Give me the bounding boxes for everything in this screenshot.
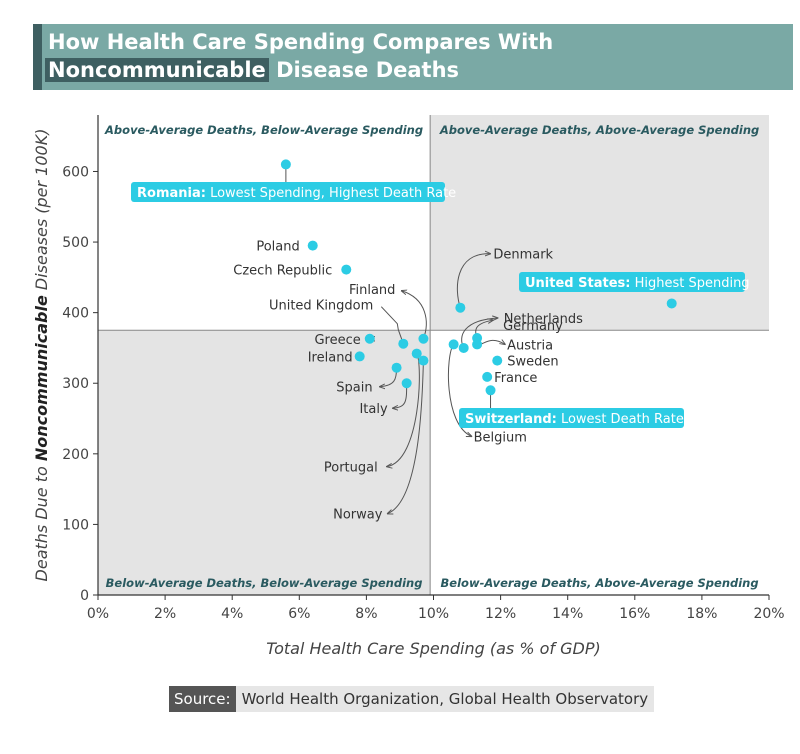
country-label: Greece	[314, 333, 360, 348]
country-label: Czech Republic	[233, 264, 332, 279]
callout-text: Switzerland: Lowest Death Rate	[465, 412, 684, 427]
y-tick-label: 200	[62, 447, 89, 463]
country-label: Belgium	[474, 430, 527, 445]
callout-romania: Romania: Lowest Spending, Highest Death …	[131, 182, 456, 202]
data-point-norway	[418, 355, 429, 366]
x-tick-label: 20%	[753, 606, 784, 622]
x-tick-label: 10%	[418, 606, 449, 622]
leader-line	[447, 344, 471, 436]
data-point-united-states	[666, 298, 677, 309]
source-note: Source: World Health Organization, Globa…	[169, 686, 655, 712]
data-point-spain	[391, 362, 402, 373]
x-tick-label: 8%	[355, 606, 377, 622]
y-tick-label: 400	[62, 306, 89, 322]
y-axis-title-part: Diseases (per 100K)	[32, 129, 51, 296]
leader-line	[387, 360, 424, 514]
callout-bold: Romania:	[137, 186, 206, 201]
y-axis-title-part: Noncommunicable	[32, 295, 51, 461]
callout-text: United States: Highest Spending	[525, 276, 750, 291]
x-tick-label: 0%	[87, 606, 109, 622]
data-point-switzerland	[485, 385, 496, 396]
callout-united-states: United States: Highest Spending	[519, 272, 750, 292]
chart-title-line1: How Health Care Spending Compares With	[48, 30, 554, 54]
y-tick-label: 500	[62, 235, 89, 251]
data-point-portugal	[411, 348, 422, 359]
chart-title-line2: Noncommunicable Disease Deaths	[45, 58, 459, 86]
country-label: Ireland	[308, 350, 353, 365]
leader-line	[456, 254, 490, 308]
source-label: Source:	[169, 686, 236, 712]
callout-box	[519, 272, 745, 292]
data-point-austria	[472, 339, 483, 350]
x-axis-title: Total Health Care Spending (as % of GDP)	[266, 639, 600, 658]
chart-title-highlight: Noncommunicable	[45, 58, 269, 82]
data-point-greece	[364, 333, 375, 344]
x-tick-label: 18%	[686, 606, 717, 622]
title-accent-bar	[33, 24, 42, 90]
data-point-belgium	[448, 339, 459, 350]
data-point-finland	[418, 333, 429, 344]
data-point-italy	[401, 378, 412, 389]
data-point-ireland	[354, 351, 365, 362]
callout-switzerland: Switzerland: Lowest Death Rate	[459, 408, 684, 428]
source-text: World Health Organization, Global Health…	[235, 686, 655, 712]
leader-line	[387, 353, 420, 467]
quadrant-bottom-left	[98, 330, 431, 595]
x-tick-label: 16%	[619, 606, 650, 622]
quadrant-label-bottom-right: Below-Average Deaths, Above-Average Spen…	[441, 576, 759, 590]
callout-rest: Highest Spending	[630, 276, 749, 291]
y-tick-label: 0	[80, 588, 89, 604]
x-tick-label: 14%	[552, 606, 583, 622]
country-label: Sweden	[507, 355, 558, 370]
country-label: Netherlands	[504, 312, 583, 327]
data-point-poland	[307, 240, 318, 251]
data-point-czech-republic	[341, 264, 352, 275]
y-tick-label: 100	[62, 517, 89, 533]
x-tick-label: 12%	[485, 606, 516, 622]
data-point-france	[482, 371, 493, 382]
country-label: Norway	[333, 508, 383, 523]
country-label: Denmark	[493, 248, 553, 263]
callout-box	[459, 408, 684, 428]
quadrant-top-right	[430, 115, 769, 331]
y-axis-title: Deaths Due to Noncommunicable Diseases (…	[32, 129, 51, 582]
data-point-denmark	[455, 302, 466, 313]
quadrant-label-bottom-left: Below-Average Deaths, Below-Average Spen…	[106, 576, 423, 590]
country-label: France	[494, 371, 537, 386]
country-label: Germany	[503, 319, 563, 334]
country-label: Austria	[507, 338, 553, 353]
x-tick-label: 2%	[154, 606, 176, 622]
country-label: Portugal	[324, 461, 378, 476]
country-label: Italy	[359, 402, 388, 417]
country-label: United Kingdom	[269, 299, 373, 314]
x-tick-label: 4%	[221, 606, 243, 622]
x-tick-label: 6%	[288, 606, 310, 622]
callout-box	[131, 182, 445, 202]
y-tick-label: 300	[62, 376, 89, 392]
data-point-united-kingdom	[398, 338, 409, 349]
chart-title-rest: Disease Deaths	[268, 58, 460, 82]
data-point-sweden	[492, 355, 503, 366]
quadrant-label-top-right: Above-Average Deaths, Above-Average Spen…	[439, 123, 759, 137]
callout-text: Romania: Lowest Spending, Highest Death …	[137, 186, 456, 201]
y-tick-label: 600	[62, 164, 89, 180]
country-label: Poland	[256, 240, 299, 255]
quadrant-label-top-left: Above-Average Deaths, Below-Average Spen…	[104, 123, 423, 137]
data-point-romania	[280, 159, 291, 170]
callout-rest: Lowest Spending, Highest Death Rate	[206, 186, 456, 201]
leader-line	[380, 306, 404, 344]
callout-bold: Switzerland:	[465, 412, 557, 427]
country-label: Spain	[336, 381, 372, 396]
data-point-netherlands	[458, 342, 469, 353]
callout-rest: Lowest Death Rate	[557, 412, 684, 427]
country-label: Finland	[349, 283, 395, 298]
callout-bold: United States:	[525, 276, 630, 291]
y-axis-title-part: Deaths Due to	[32, 461, 51, 581]
